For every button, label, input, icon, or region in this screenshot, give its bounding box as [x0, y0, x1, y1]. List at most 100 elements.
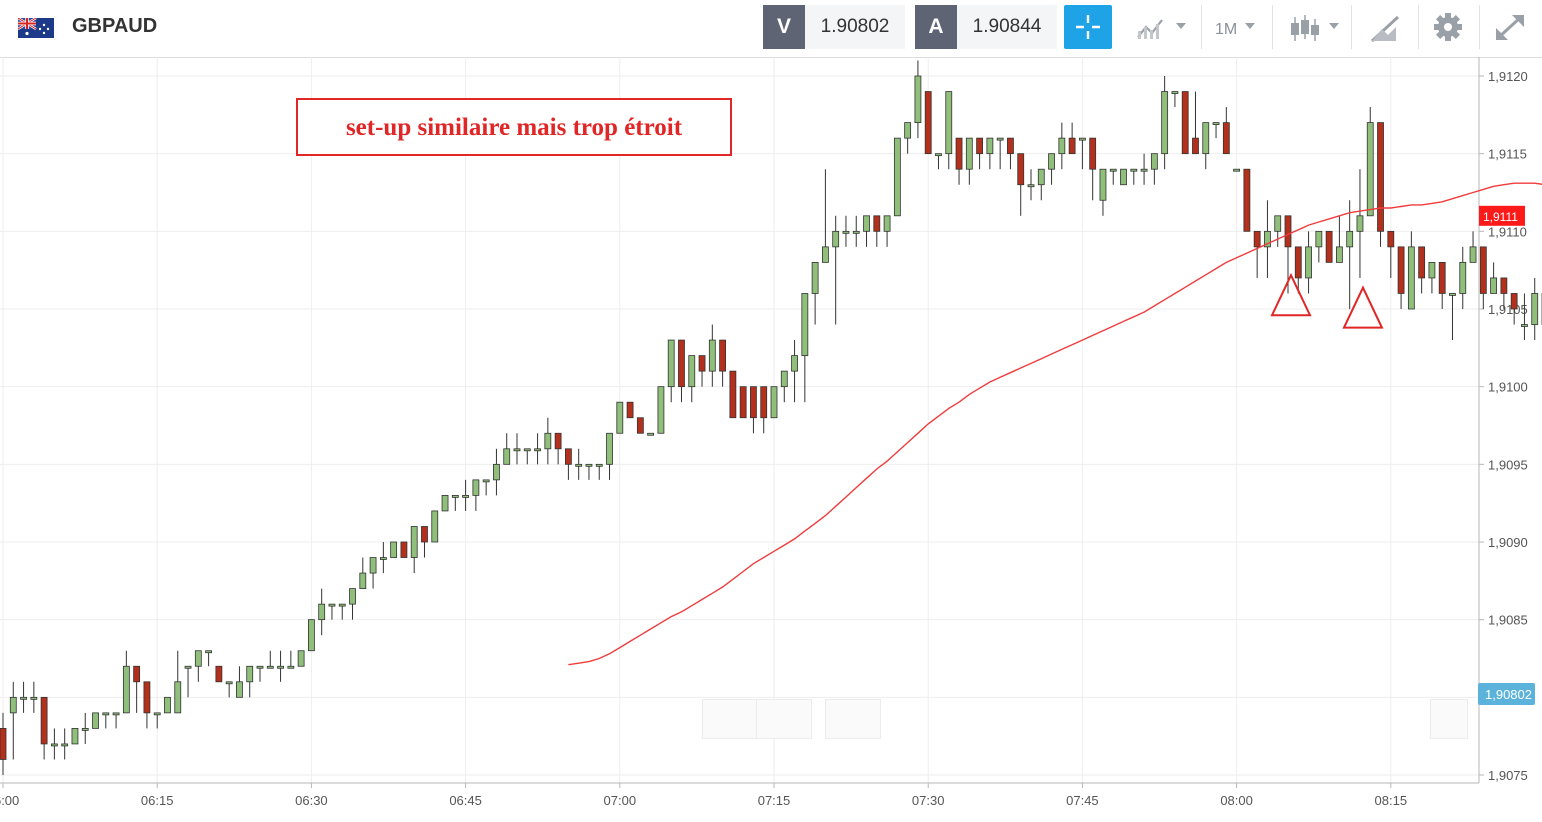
- candle-up: [595, 463, 603, 467]
- candle-up: [1130, 168, 1138, 172]
- candle-up: [122, 665, 130, 714]
- y-tick-label: 1,9095: [1488, 457, 1528, 472]
- candle-up: [379, 557, 387, 560]
- candle-up: [770, 386, 778, 419]
- x-tick-label: 08:00: [1220, 793, 1253, 808]
- settings-button[interactable]: [1419, 5, 1479, 49]
- candle-up: [1150, 153, 1158, 170]
- candle-up: [297, 650, 305, 667]
- candle-up: [462, 494, 470, 498]
- candle-down: [1222, 122, 1230, 155]
- candle-up: [112, 712, 120, 716]
- candle-down: [1294, 246, 1302, 279]
- candle-down: [1253, 230, 1261, 248]
- candle-down: [678, 339, 685, 388]
- drawing-tools-button[interactable]: [1352, 5, 1418, 49]
- candle-up: [1469, 246, 1477, 263]
- timeframe-button[interactable]: 1M: [1202, 5, 1272, 49]
- x-tick-label: 07:45: [1066, 793, 1099, 808]
- candle-up: [256, 665, 264, 669]
- candle-up: [534, 448, 541, 452]
- candle-up: [153, 712, 161, 716]
- y-tick-label: 1,9085: [1488, 613, 1528, 628]
- candle-down: [1243, 168, 1251, 232]
- candle-up: [81, 728, 89, 731]
- candle-down: [739, 386, 747, 419]
- candle-up: [431, 510, 439, 543]
- annotation-box: set-up similaire mais trop étroit: [296, 98, 732, 156]
- candle-up: [9, 696, 17, 714]
- chart-reset-button[interactable]: [1430, 699, 1468, 739]
- candle-up: [585, 463, 593, 467]
- crosshair-button[interactable]: [1064, 5, 1112, 49]
- buy-price[interactable]: 1.90844: [957, 5, 1057, 49]
- chart-nav-button-left[interactable]: [702, 699, 757, 739]
- x-tick-label: 06:15: [141, 793, 174, 808]
- candle-down: [565, 448, 572, 465]
- candle-up: [472, 479, 480, 496]
- candle-down: [40, 696, 48, 745]
- timeframe-label[interactable]: 1M: [1215, 21, 1238, 38]
- sell-label[interactable]: V: [763, 5, 805, 49]
- candle-up: [1171, 91, 1179, 94]
- chart-nav-button-middle[interactable]: [756, 699, 812, 739]
- candle-down: [1007, 137, 1014, 155]
- candle-style-button[interactable]: [1273, 5, 1351, 49]
- candle-up: [945, 91, 953, 155]
- candle-up: [914, 75, 922, 123]
- candle-up: [616, 401, 624, 434]
- candle-down: [719, 339, 726, 372]
- candle-down: [636, 417, 644, 434]
- candle-up: [904, 122, 912, 139]
- candle-up: [1305, 246, 1312, 279]
- candle-up: [359, 572, 367, 589]
- candle-up: [184, 665, 192, 669]
- candle-down: [1181, 91, 1189, 155]
- current-price-label: 1,9111: [1483, 210, 1518, 224]
- candle-down: [1017, 153, 1025, 186]
- buy-label[interactable]: A: [915, 5, 957, 49]
- candle-up: [811, 261, 819, 294]
- candle-down: [143, 681, 151, 714]
- candle-down: [1089, 137, 1097, 170]
- candle-up: [606, 432, 613, 465]
- fullscreen-button[interactable]: [1480, 5, 1540, 49]
- candle-up: [410, 526, 418, 558]
- candle-up: [667, 339, 675, 388]
- candle-up: [1264, 230, 1271, 248]
- candle-up: [390, 541, 398, 558]
- candle-up: [801, 293, 809, 356]
- candle-up: [349, 588, 356, 605]
- candle-up: [893, 137, 901, 217]
- candle-up: [647, 432, 655, 436]
- sell-price[interactable]: 1.90802: [805, 5, 905, 49]
- candle-up: [287, 665, 295, 669]
- candle-down: [1284, 215, 1292, 248]
- candle-up: [513, 448, 521, 452]
- candle-up: [1315, 230, 1323, 248]
- candle-down: [1068, 137, 1076, 155]
- candle-down: [955, 137, 963, 170]
- candle-up: [1428, 261, 1436, 279]
- y-tick-label: 1,9120: [1488, 69, 1528, 84]
- candle-up: [935, 153, 942, 157]
- candle-down: [750, 386, 757, 419]
- candle-up: [996, 137, 1004, 141]
- x-tick-label: 07:30: [912, 793, 945, 808]
- candle-up: [71, 728, 79, 745]
- candle-down: [1500, 277, 1508, 294]
- candle-up: [1099, 168, 1107, 201]
- candle-up: [1109, 168, 1117, 172]
- candle-up: [1212, 122, 1220, 125]
- price-chart[interactable]: 1,90751,90801,90851,90901,90951,91001,91…: [0, 57, 1542, 822]
- candle-up: [61, 743, 69, 747]
- chart-nav-button-right[interactable]: [825, 699, 881, 739]
- candle-up: [832, 230, 840, 248]
- candle-up: [965, 137, 973, 170]
- candle-up: [318, 603, 326, 621]
- candle-up: [102, 712, 110, 716]
- line-chart-icon: [1137, 19, 1186, 39]
- candle-down: [760, 386, 768, 419]
- candle-up: [1037, 168, 1045, 186]
- chart-type-button[interactable]: [1126, 5, 1202, 49]
